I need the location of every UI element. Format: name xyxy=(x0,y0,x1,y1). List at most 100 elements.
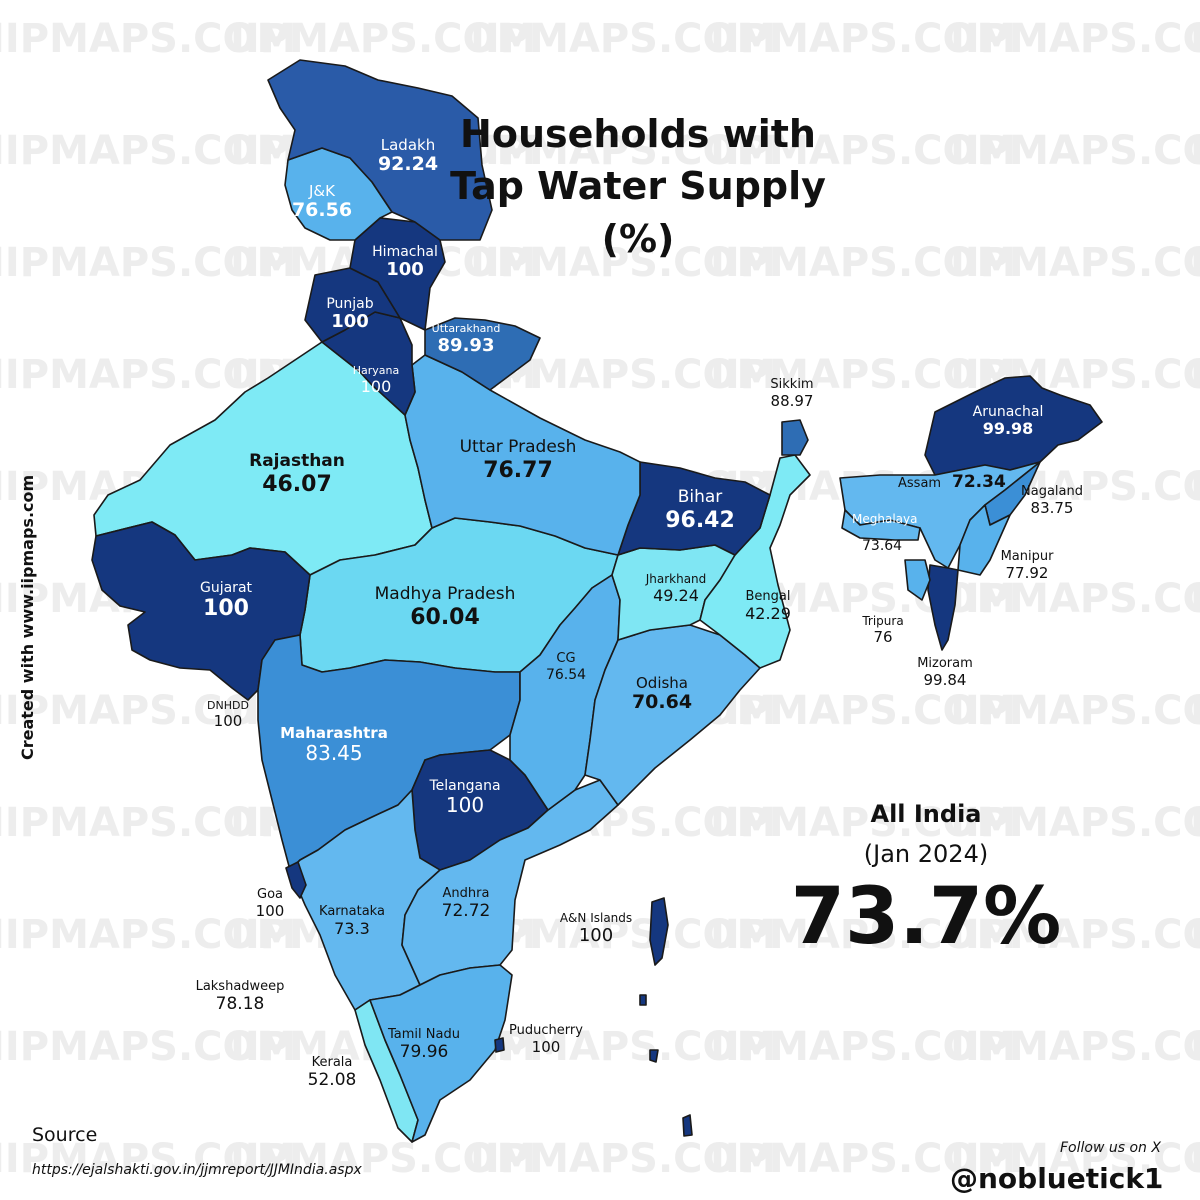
state-name: Puducherry xyxy=(509,1023,583,1038)
state-andhra xyxy=(401,779,619,986)
all-india-value: 73.7% xyxy=(790,872,1062,962)
state-value: 92.24 xyxy=(377,153,439,176)
state-value: 99.84 xyxy=(923,670,967,689)
state-name: Telangana xyxy=(429,778,501,794)
label-assam-name: Assam xyxy=(898,476,942,491)
label-haryana: Haryana 100 xyxy=(352,364,400,396)
state-name: Mizoram xyxy=(917,656,973,671)
state-an-islands xyxy=(682,1114,693,1137)
label-dnhdd: DNHDD 100 xyxy=(207,699,249,730)
state-name: Karnataka xyxy=(319,904,385,919)
state-meghalaya xyxy=(841,509,921,541)
state-name: Haryana xyxy=(352,364,400,377)
state-value: 77.92 xyxy=(1005,563,1049,582)
state-an-islands xyxy=(649,897,669,966)
state-bengal xyxy=(699,454,811,669)
label-puducherry: Puducherry 100 xyxy=(509,1023,583,1056)
state-value: 42.29 xyxy=(745,603,791,623)
state-value: 76.77 xyxy=(483,457,553,483)
state-value: 99.98 xyxy=(982,419,1034,439)
label-tamil-nadu: Tamil Nadu 79.96 xyxy=(388,1027,460,1062)
state-value: 46.07 xyxy=(262,471,332,497)
state-an-islands xyxy=(639,994,647,1006)
label-odisha: Odisha 70.64 xyxy=(631,674,693,714)
all-india-label: All India xyxy=(870,800,982,828)
label-lakshadweep: Lakshadweep 78.18 xyxy=(195,979,285,1014)
label-meghalaya-name: Meghalaya xyxy=(852,512,918,526)
state-value: 100 xyxy=(531,1037,561,1056)
state-ladakh xyxy=(267,59,493,241)
label-goa: Goa 100 xyxy=(256,887,285,920)
state-name: Maharashtra xyxy=(280,724,388,742)
state-an-islands xyxy=(649,1049,659,1063)
label-madhya-pradesh: Madhya Pradesh 60.04 xyxy=(375,584,516,630)
state-value: 70.64 xyxy=(631,691,693,714)
title-line-3: (%) xyxy=(601,216,675,261)
state-value: 52.08 xyxy=(307,1069,357,1090)
state-name: Tripura xyxy=(862,614,904,628)
state-name: CG xyxy=(556,651,576,666)
state-sikkim xyxy=(781,419,809,456)
state-himachal xyxy=(349,217,446,331)
state-value: 78.18 xyxy=(215,993,265,1014)
label-assam-value: 72.34 xyxy=(952,472,1006,492)
label-himachal: Himachal 100 xyxy=(372,244,438,281)
state-value: 100 xyxy=(578,924,614,946)
source-link[interactable]: https://ejalshakti.gov.in/jjmreport/JJMI… xyxy=(32,1162,362,1178)
label-manipur: Manipur 77.92 xyxy=(1000,549,1054,582)
state-name: Gujarat xyxy=(199,580,253,596)
state-name: Ladakh xyxy=(380,136,436,154)
label-uttar-pradesh: Uttar Pradesh 76.77 xyxy=(459,437,577,483)
state-name: A&N Islands xyxy=(559,911,633,925)
state-value: 73.3 xyxy=(334,918,370,938)
state-value: 76.56 xyxy=(291,199,353,222)
credit-text: Created with www.iipmaps.com xyxy=(18,474,37,760)
title-line-2: Tap Water Supply xyxy=(450,164,826,209)
label-mizoram: Mizoram 99.84 xyxy=(917,656,973,689)
label-arunachal: Arunachal 99.98 xyxy=(973,404,1044,438)
social-handle[interactable]: @nobluetick1 xyxy=(950,1162,1164,1195)
state-tamil-nadu xyxy=(369,964,513,1143)
state-value: 100 xyxy=(360,376,392,396)
label-cg: CG 76.54 xyxy=(546,651,586,683)
state-name: Himachal xyxy=(372,244,438,260)
state-name: Odisha xyxy=(635,674,689,692)
state-value: 79.96 xyxy=(399,1041,449,1062)
state-uttarakhand xyxy=(424,317,541,391)
state-name: Goa xyxy=(256,887,283,902)
state-name: Arunachal xyxy=(972,404,1044,420)
state-value: 100 xyxy=(203,596,249,622)
state-name: Uttar Pradesh xyxy=(459,437,577,457)
state-value: 96.42 xyxy=(665,507,735,533)
state-name: Manipur xyxy=(1000,549,1054,564)
source-label: Source xyxy=(32,1124,98,1146)
state-value: 88.97 xyxy=(770,391,814,410)
state-value: 100 xyxy=(331,311,369,333)
state-value: 76 xyxy=(873,627,893,646)
label-punjab: Punjab 100 xyxy=(326,296,373,333)
state-value: 100 xyxy=(445,793,485,818)
state-name: Sikkim xyxy=(770,377,814,392)
state-value: 83.45 xyxy=(305,741,363,766)
label-karnataka: Karnataka 73.3 xyxy=(319,904,385,938)
state-value: 49.24 xyxy=(653,585,699,605)
state-name: DNHDD xyxy=(207,699,249,712)
label-gujarat: Gujarat 100 xyxy=(200,580,252,621)
label-bihar: Bihar 96.42 xyxy=(665,487,735,533)
all-india-summary: All India (Jan 2024) 73.7% xyxy=(791,800,1062,962)
state-name: Kerala xyxy=(311,1055,353,1070)
title-line-1: Households with xyxy=(460,112,816,156)
state-goa xyxy=(285,861,307,899)
state-name: Andhra xyxy=(442,886,490,901)
state-value: 60.04 xyxy=(410,604,480,630)
label-tripura: Tripura 76 xyxy=(862,614,904,646)
label-rajasthan: Rajasthan 46.07 xyxy=(249,451,345,497)
all-india-date: (Jan 2024) xyxy=(863,840,989,868)
map-title: Households with Tap Water Supply (%) xyxy=(448,108,828,265)
state-name: Nagaland xyxy=(1021,484,1083,499)
state-name: Tamil Nadu xyxy=(388,1027,460,1042)
label-sikkim: Sikkim 88.97 xyxy=(770,377,814,410)
label-ladakh: Ladakh 92.24 xyxy=(377,136,439,176)
state-name: Lakshadweep xyxy=(195,979,285,994)
